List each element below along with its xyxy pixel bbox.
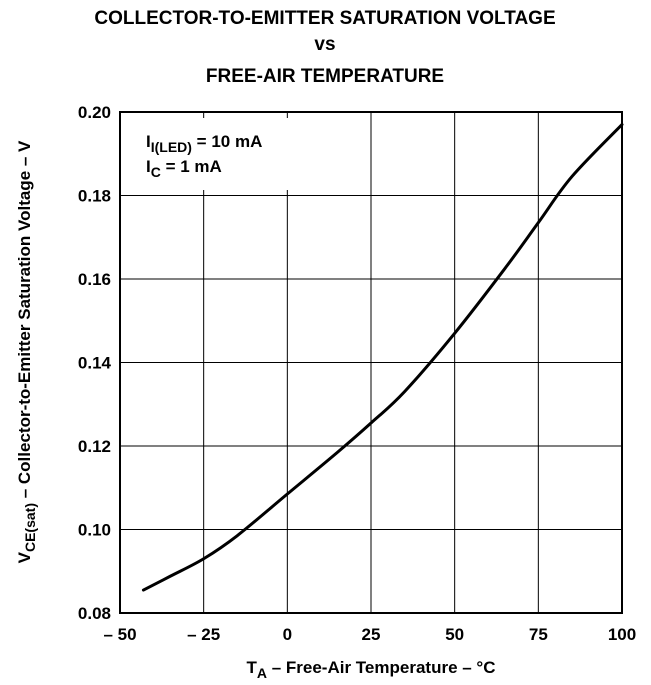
y-axis-title: VCE(sat) – Collector-to-Emitter Saturati… (15, 140, 38, 563)
chart-title-line-2: vs (314, 34, 335, 55)
chart-title-line-3: FREE-AIR TEMPERATURE (206, 66, 444, 87)
x-tick-label: 50 (445, 625, 464, 644)
plot-frame (119, 111, 623, 614)
y-axis-label: VCE(sat) – Collector-to-Emitter Saturati… (15, 140, 38, 563)
chart-title: COLLECTOR-TO-EMITTER SATURATION VOLTAGE v… (94, 8, 555, 87)
x-axis-label: TA – Free-Air Temperature – °C (246, 658, 495, 681)
x-tick-label: 100 (608, 625, 636, 644)
y-tick-label: 0.12 (78, 437, 111, 456)
chart-title-line-1: COLLECTOR-TO-EMITTER SATURATION VOLTAGE (94, 8, 555, 29)
annotation-led-current: II(LED) = 10 mA (146, 132, 262, 155)
x-tick-label: – 25 (187, 625, 220, 644)
y-tick-label: 0.08 (78, 604, 111, 623)
y-tick-label: 0.10 (78, 521, 111, 540)
y-tick-label: 0.18 (78, 187, 111, 206)
x-tick-label: 25 (362, 625, 381, 644)
x-tick-label: 75 (529, 625, 548, 644)
x-tick-labels: – 50 – 25 0 25 50 75 100 (103, 625, 636, 644)
y-tick-label: 0.14 (78, 354, 112, 373)
x-tick-label: – 50 (103, 625, 136, 644)
annotation-background (126, 118, 311, 190)
x-tick-label: 0 (283, 625, 292, 644)
series-group (141, 123, 624, 592)
annotation-collector-current: IC = 1 mA (146, 157, 222, 180)
y-tick-label: 0.16 (78, 270, 111, 289)
series-line-1 (141, 123, 624, 592)
y-tick-label: 0.20 (78, 103, 111, 122)
grid (120, 112, 622, 613)
x-axis-title: TA – Free-Air Temperature – °C (246, 658, 495, 681)
y-tick-labels: 0.08 0.10 0.12 0.14 0.16 0.18 0.20 (78, 103, 112, 623)
